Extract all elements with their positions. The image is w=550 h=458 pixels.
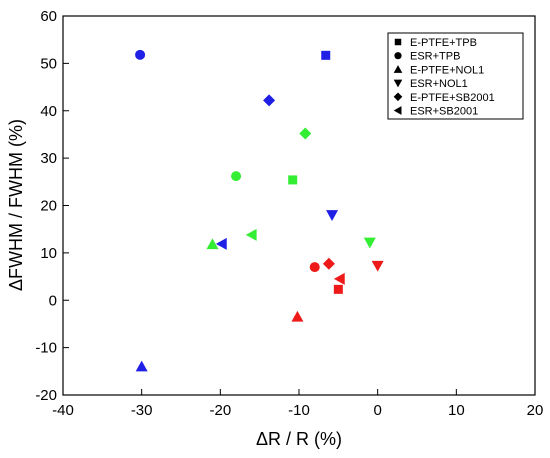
data-point [291,310,304,322]
legend-marker [393,79,403,88]
legend-marker [393,65,403,73]
y-tick-label: 50 [40,55,57,72]
y-tick-label: 20 [40,198,57,215]
legend-marker [393,106,402,115]
data-point [321,50,331,60]
y-tick-label: 30 [40,150,57,167]
data-points [135,49,384,372]
legend-label: E-PTFE+SB2001 [410,92,495,104]
x-tick-label: -30 [131,402,153,419]
data-point [333,272,345,285]
x-tick-label: -20 [209,402,231,419]
y-tick-label: 40 [40,103,57,120]
data-point [245,228,257,241]
data-point [309,262,320,273]
legend-label: ESR+TPB [410,51,460,63]
y-axis-title: ΔFWHM / FWHM (%) [6,119,26,291]
legend-label: ESR+SB2001 [410,106,478,118]
data-point [135,49,146,60]
data-point [288,175,298,185]
data-point [231,171,242,182]
data-point [371,260,384,272]
data-point [322,257,335,270]
data-point [215,237,227,250]
data-point [299,127,312,140]
y-tick-label: 0 [49,292,57,309]
data-point [326,210,339,221]
data-point [333,284,343,294]
x-tick-label: 20 [527,402,544,419]
legend-label: ESR+NOL1 [410,78,468,90]
axis-ticks: -40 -30 -20 -10 0 10 20 -20 -10 0 10 20 30 40 50 60 [35,8,543,419]
legend-label: E-PTFE+TPB [410,37,477,49]
y-tick-label: 10 [40,245,57,262]
data-point [363,237,376,249]
legend-marker [393,92,403,102]
data-point [135,360,148,372]
legend-marker [394,52,402,60]
x-tick-label: -40 [52,402,74,419]
x-tick-label: 10 [448,402,465,419]
y-tick-label: 60 [40,8,57,25]
legend-box [387,32,524,120]
data-point [206,238,219,250]
x-tick-label: 0 [373,402,381,419]
legend-marker [394,38,402,46]
x-axis-title: ΔR / R (%) [256,429,342,449]
y-tick-label: -10 [35,340,57,357]
data-point [263,94,276,107]
x-tick-label: -10 [288,402,310,419]
legend-label: E-PTFE+NOL1 [410,64,484,76]
y-tick-label: -20 [35,387,57,404]
